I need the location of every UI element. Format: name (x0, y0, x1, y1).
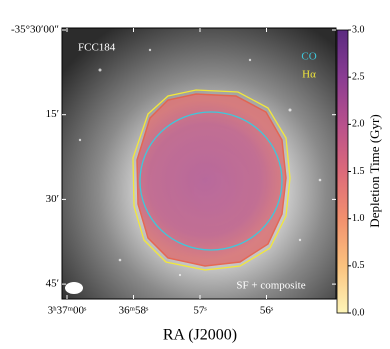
class-label: SF + composite (236, 280, 305, 292)
beam (65, 282, 83, 294)
colorbar-tick-label: 0.0 (352, 307, 365, 318)
x-tick-label: 57ˢ (193, 305, 207, 317)
galaxy-label: FCC184 (78, 42, 116, 54)
x-tick-label: 56ˢ (260, 305, 274, 317)
image-frame (61, 27, 337, 300)
stars (78, 48, 322, 277)
colorbar (336, 29, 349, 314)
y-tick-label: 45′ (46, 278, 59, 290)
co-contour (139, 111, 283, 251)
x-tick-label: 36ᵐ58ˢ (119, 305, 149, 317)
x-tick-label: 3ʰ37ᵐ00ˢ (48, 305, 87, 317)
colorbar-tick-label: 1.5 (352, 166, 365, 177)
colorbar-tick-label: 1.0 (352, 213, 365, 224)
colorbar-tick-label: 2.5 (352, 71, 365, 82)
sky-image: FCC184 CO Hα SF + composite (62, 28, 336, 299)
y-tick-label: -35°30′00″ (11, 24, 59, 36)
x-axis-label: RA (J2000) (163, 327, 237, 344)
y-tick-label: 30′ (46, 193, 59, 205)
depletion-map (136, 93, 287, 267)
legend-ha: Hα (302, 69, 316, 81)
colorbar-tick-label: 0.5 (352, 260, 365, 271)
colorbar-tick-label: 2.0 (352, 119, 365, 130)
y-tick-label: 15′ (46, 108, 59, 120)
legend-co: CO (301, 51, 316, 63)
colorbar-label: Depletion Time (Gyr) (367, 114, 382, 227)
ha-contour (132, 89, 291, 271)
colorbar-tick-label: 3.0 (352, 24, 365, 35)
